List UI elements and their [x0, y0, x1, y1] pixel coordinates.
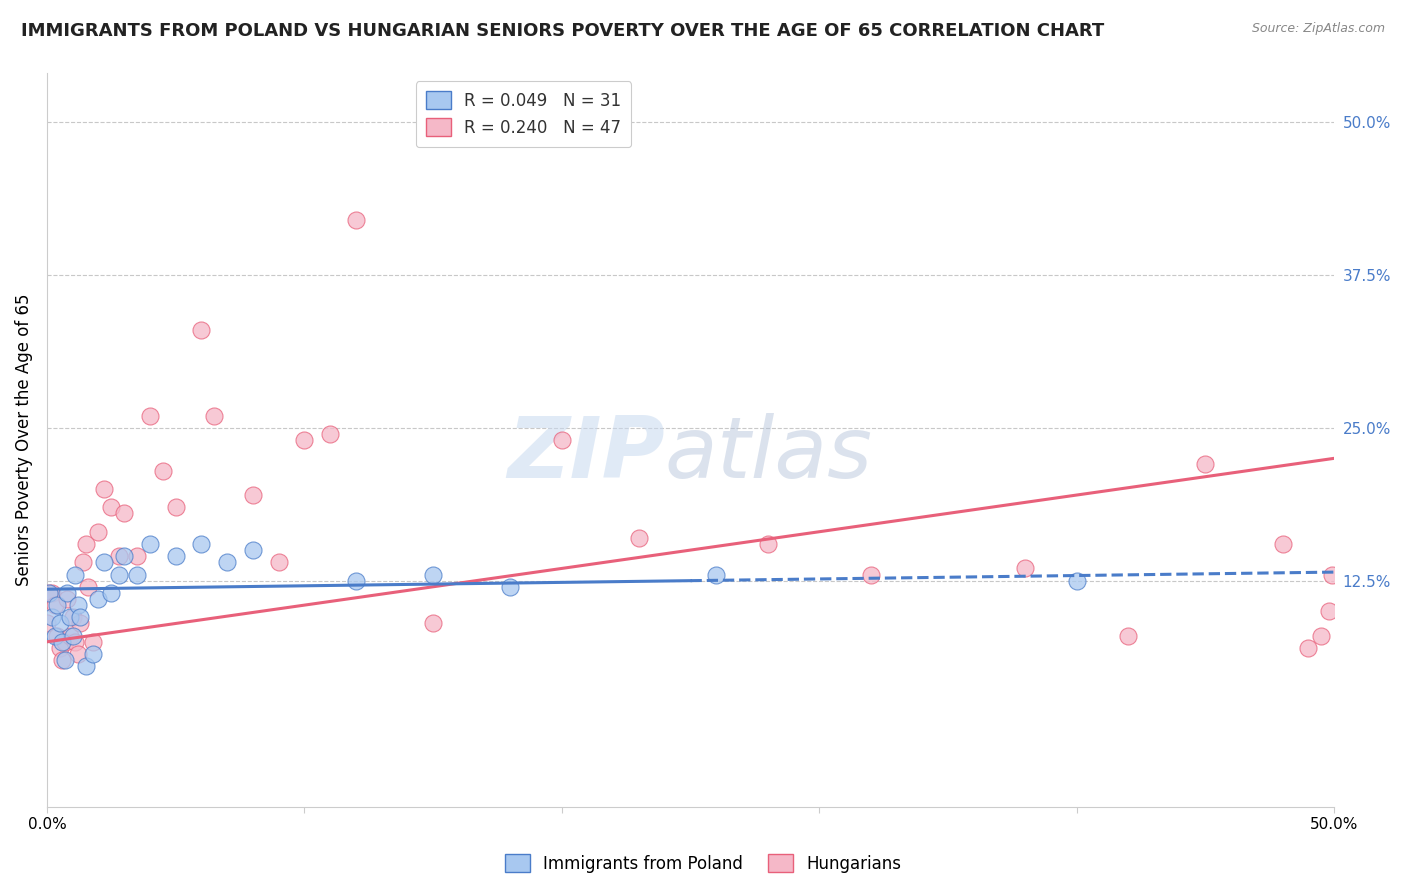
Y-axis label: Seniors Poverty Over the Age of 65: Seniors Poverty Over the Age of 65	[15, 293, 32, 586]
Point	[1271, 537, 1294, 551]
Point	[1014, 561, 1036, 575]
Legend: Immigrants from Poland, Hungarians: Immigrants from Poland, Hungarians	[498, 847, 908, 880]
Point	[165, 500, 187, 515]
Point	[139, 409, 162, 423]
Text: ZIP: ZIP	[508, 413, 665, 496]
Point	[422, 616, 444, 631]
Point	[1317, 604, 1340, 618]
Point	[69, 616, 91, 631]
Point	[499, 580, 522, 594]
Point	[1194, 458, 1216, 472]
Point	[242, 543, 264, 558]
Point	[1310, 629, 1333, 643]
Point	[108, 567, 131, 582]
Point	[422, 567, 444, 582]
Point	[125, 549, 148, 564]
Point	[44, 629, 66, 643]
Point	[93, 482, 115, 496]
Point	[1298, 640, 1320, 655]
Point	[112, 549, 135, 564]
Point	[62, 610, 84, 624]
Point	[38, 586, 60, 600]
Point	[628, 531, 651, 545]
Point	[59, 610, 82, 624]
Point	[53, 653, 76, 667]
Point	[44, 598, 66, 612]
Point	[41, 586, 63, 600]
Point	[108, 549, 131, 564]
Point	[242, 488, 264, 502]
Point	[165, 549, 187, 564]
Point	[51, 635, 73, 649]
Point	[38, 586, 60, 600]
Point	[62, 629, 84, 643]
Point	[66, 598, 89, 612]
Point	[100, 500, 122, 515]
Point	[66, 647, 89, 661]
Point	[46, 629, 69, 643]
Text: atlas: atlas	[665, 413, 873, 496]
Point	[49, 616, 72, 631]
Point	[1066, 574, 1088, 588]
Point	[704, 567, 727, 582]
Point	[319, 426, 342, 441]
Point	[87, 592, 110, 607]
Point	[202, 409, 225, 423]
Point	[72, 555, 94, 569]
Point	[46, 598, 69, 612]
Point	[49, 640, 72, 655]
Point	[551, 433, 574, 447]
Point	[53, 635, 76, 649]
Point	[82, 647, 104, 661]
Point	[41, 610, 63, 624]
Point	[63, 635, 86, 649]
Point	[100, 586, 122, 600]
Point	[51, 653, 73, 667]
Point	[756, 537, 779, 551]
Point	[56, 586, 79, 600]
Point	[59, 629, 82, 643]
Point	[190, 323, 212, 337]
Point	[859, 567, 882, 582]
Point	[344, 574, 367, 588]
Point	[35, 616, 58, 631]
Point	[77, 580, 100, 594]
Point	[56, 592, 79, 607]
Point	[69, 610, 91, 624]
Point	[82, 635, 104, 649]
Text: IMMIGRANTS FROM POLAND VS HUNGARIAN SENIORS POVERTY OVER THE AGE OF 65 CORRELATI: IMMIGRANTS FROM POLAND VS HUNGARIAN SENI…	[21, 22, 1104, 40]
Point	[63, 567, 86, 582]
Point	[344, 212, 367, 227]
Point	[112, 507, 135, 521]
Point	[267, 555, 290, 569]
Point	[75, 659, 97, 673]
Point	[217, 555, 239, 569]
Point	[190, 537, 212, 551]
Point	[139, 537, 162, 551]
Point	[75, 537, 97, 551]
Point	[152, 464, 174, 478]
Point	[125, 567, 148, 582]
Point	[93, 555, 115, 569]
Text: Source: ZipAtlas.com: Source: ZipAtlas.com	[1251, 22, 1385, 36]
Point	[1320, 567, 1343, 582]
Point	[292, 433, 315, 447]
Legend: R = 0.049   N = 31, R = 0.240   N = 47: R = 0.049 N = 31, R = 0.240 N = 47	[416, 81, 631, 147]
Point	[87, 524, 110, 539]
Point	[1116, 629, 1139, 643]
